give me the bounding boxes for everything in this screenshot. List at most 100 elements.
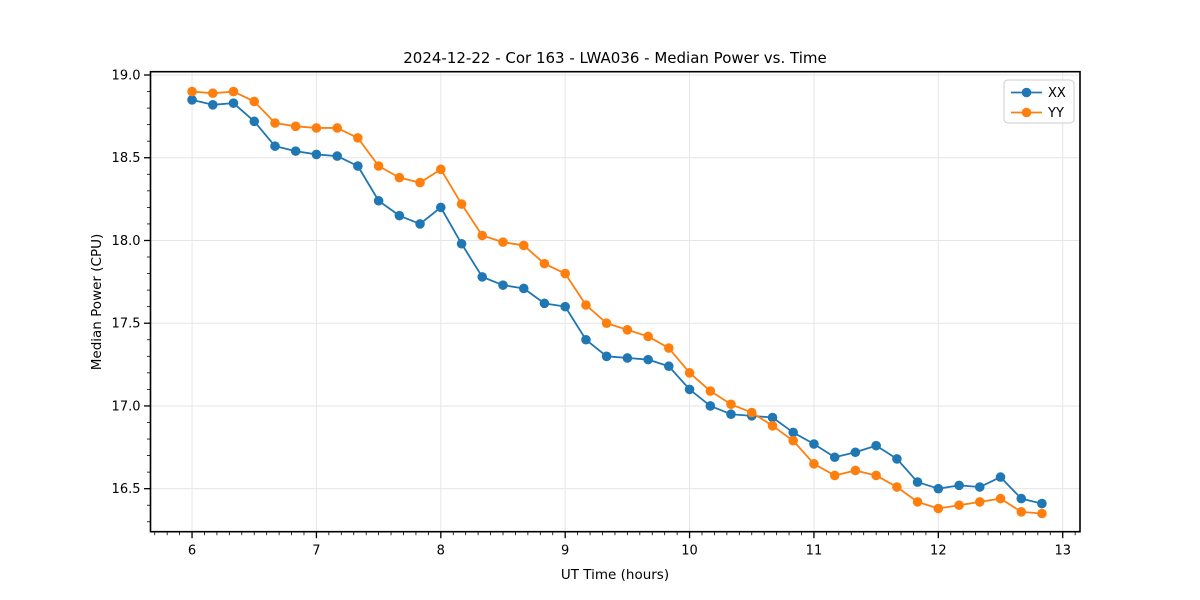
data-point-XX [954, 480, 964, 491]
data-point-XX [249, 116, 260, 127]
data-point-XX [829, 452, 840, 463]
x-tick-label: 9 [561, 544, 569, 559]
data-point-YY [809, 459, 819, 469]
data-point-YY [415, 177, 425, 188]
data-point-XX [311, 149, 322, 160]
data-point-YY [933, 503, 944, 514]
data-point-YY [892, 482, 902, 492]
data-point-XX [456, 238, 467, 249]
data-point-YY [726, 399, 736, 410]
plot-border [149, 70, 1081, 533]
gridlines [150, 71, 1080, 532]
data-point-YY [498, 237, 508, 247]
y-tick-label: 18.0 [112, 234, 141, 249]
x-tick-label: 12 [930, 544, 947, 559]
data-point-YY [995, 493, 1006, 504]
data-point-XX [871, 440, 881, 451]
data-point-XX [332, 151, 342, 161]
data-point-YY [332, 123, 342, 133]
y-tick-label: 16.5 [112, 482, 141, 497]
data-point-XX [518, 283, 529, 294]
data-point-XX [643, 354, 653, 365]
legend-label-YY: YY [1047, 106, 1064, 121]
data-point-YY [477, 230, 488, 241]
data-point-XX [187, 95, 197, 105]
data-point-XX [601, 351, 612, 362]
data-point-XX [1037, 498, 1047, 509]
data-point-YY [373, 161, 384, 171]
y-tick-label: 19.0 [112, 69, 141, 84]
y-axis-label: Median Power (CPU) [89, 233, 105, 371]
data-point-YY [788, 435, 798, 446]
data-point-XX [809, 439, 819, 449]
data-point-XX [208, 99, 218, 110]
data-point-XX [477, 272, 488, 282]
data-point-XX [995, 472, 1006, 482]
data-point-YY [601, 318, 612, 329]
data-point-YY [850, 465, 861, 476]
data-point-XX [539, 298, 550, 309]
x-tick-label: 10 [681, 544, 698, 559]
data-point-YY [518, 240, 529, 251]
data-point-XX [228, 98, 239, 108]
x-tick-label: 13 [1054, 544, 1071, 559]
data-point-XX [974, 482, 985, 492]
data-point-YY [767, 421, 778, 431]
data-point-XX [373, 195, 384, 206]
data-point-YY [456, 199, 467, 209]
legend-marker-YY [1021, 107, 1032, 118]
data-point-XX [560, 301, 570, 312]
data-point-XX [394, 210, 405, 221]
legend-marker-XX [1021, 87, 1032, 98]
data-point-XX [788, 427, 798, 438]
chart-title: 2024-12-22 - Cor 163 - LWA036 - Median P… [403, 49, 827, 67]
data-point-YY [1016, 507, 1027, 517]
data-point-YY [436, 164, 446, 175]
data-point-XX [290, 146, 301, 156]
data-point-XX [933, 483, 944, 494]
x-axis-label: UT Time (hours) [560, 567, 670, 583]
data-point-YY [643, 331, 653, 342]
data-point-YY [912, 497, 923, 507]
data-point-YY [1037, 508, 1047, 519]
data-point-YY [208, 88, 218, 99]
data-point-YY [290, 121, 301, 132]
legend: XX YY [1003, 79, 1075, 124]
data-point-YY [539, 258, 550, 269]
data-point-XX [581, 334, 591, 345]
data-point-YY [746, 407, 757, 418]
x-tick-label: 7 [312, 544, 320, 559]
axis-ticks: 6 7 8 9 10 11 12 13 16.5 17.0 17.5 18.0 18.5 19.0 [112, 69, 1076, 559]
data-point-XX [892, 454, 902, 464]
data-point-YY [311, 123, 322, 133]
series-line-XX [191, 98, 1043, 505]
data-point-XX [1016, 493, 1027, 504]
data-point-YY [954, 500, 964, 511]
data-point-YY [394, 172, 405, 183]
data-point-YY [871, 470, 881, 481]
data-point-XX [705, 401, 716, 411]
x-tick-label: 11 [806, 544, 823, 559]
data-point-XX [270, 141, 280, 151]
legend-label-XX: XX [1048, 86, 1066, 101]
data-point-YY [974, 497, 985, 507]
data-point-YY [705, 386, 716, 396]
series-YY [187, 86, 1047, 519]
data-point-XX [498, 280, 508, 290]
data-point-YY [353, 133, 363, 143]
data-point-XX [415, 219, 425, 229]
y-tick-label: 18.5 [112, 151, 141, 166]
data-point-XX [767, 412, 778, 423]
data-point-YY [581, 300, 591, 310]
data-point-XX [436, 202, 446, 213]
data-point-XX [684, 384, 695, 395]
data-point-YY [663, 343, 674, 353]
data-point-YY [249, 96, 260, 107]
data-point-XX [726, 409, 736, 420]
data-point-YY [684, 368, 695, 378]
data-point-YY [622, 325, 633, 335]
data-point-YY [228, 86, 239, 97]
x-tick-label: 8 [437, 544, 445, 559]
